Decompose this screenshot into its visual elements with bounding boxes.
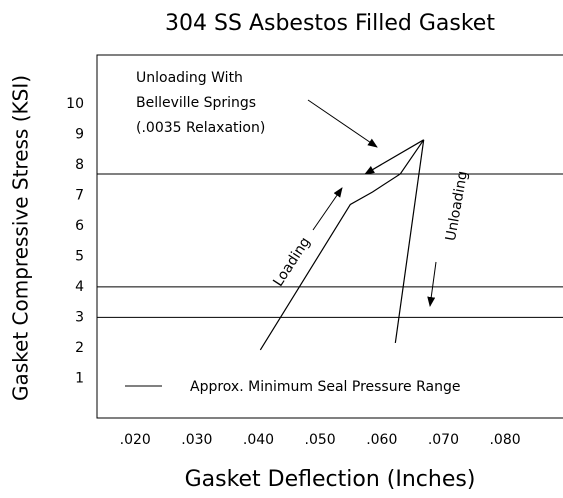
legend-label: Approx. Minimum Seal Pressure Range [190,379,460,395]
chart-title: 304 SS Asbestos Filled Gasket [165,11,495,36]
x-tick-label: .050 [305,432,336,448]
data-line [259,139,425,351]
y-tick-label: 7 [75,187,84,203]
annotation: (.0035 Relaxation) [136,120,265,136]
annotation: Unloading With [136,70,243,86]
annotation: Loading [270,234,314,289]
x-tick-label: .060 [366,432,397,448]
x-tick-label: .020 [120,432,151,448]
y-tick-label: 1 [75,370,84,386]
annotation: Belleville Springs [136,95,256,111]
y-tick-label: 2 [75,340,84,356]
x-tick-label: .040 [243,432,274,448]
x-tick-label: .070 [428,432,459,448]
annotation-arrow [312,187,343,231]
annotation-arrow [307,99,378,148]
y-tick-label: 6 [75,218,84,234]
plot-frame [96,54,563,419]
x-tick-label: .030 [181,432,212,448]
y-tick-label: 3 [75,309,84,325]
y-tick-label: 8 [75,157,84,173]
annotation-arrow [427,261,437,307]
y-tick-label: 5 [75,248,84,264]
data-line [394,139,425,344]
y-tick-label: 9 [75,126,84,142]
annotation: Unloading [443,170,471,242]
data-line [364,139,424,175]
y-tick-label: 4 [75,279,84,295]
x-axis-label: Gasket Deflection (Inches) [185,467,476,492]
x-tick-label: .080 [489,432,520,448]
y-axis-label: Gasket Compressive Stress (KSI) [9,75,33,401]
y-tick-label: 10 [66,96,84,112]
